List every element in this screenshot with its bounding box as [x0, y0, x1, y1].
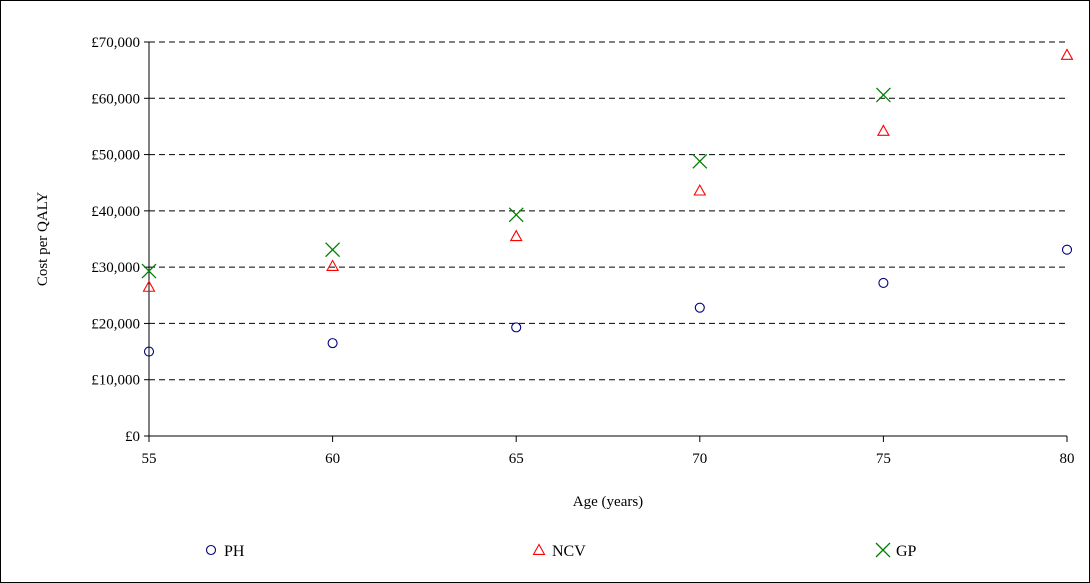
- point-ncv-70: [693, 183, 707, 196]
- legend-label-gp: GP: [896, 543, 917, 560]
- point-ph-55: [143, 346, 155, 357]
- y-tick-label-2: £20,000: [91, 316, 140, 332]
- x-tick-label-4: 75: [876, 451, 891, 467]
- y-tick-label-5: £50,000: [91, 148, 140, 164]
- legend-entry-ncv: NCV: [532, 543, 586, 560]
- legend-entry-gp: GP: [875, 542, 917, 560]
- point-ph-70: [694, 302, 705, 313]
- point-gp-70: [692, 153, 708, 169]
- point-gp-65: [508, 207, 524, 223]
- point-ncv-60: [326, 259, 340, 271]
- point-ncv-65: [509, 229, 523, 242]
- point-ph-60: [327, 338, 338, 349]
- legend-label-ph: PH: [224, 543, 245, 560]
- x-tick-label-2: 65: [509, 451, 524, 467]
- x-tick-label-3: 70: [692, 451, 707, 467]
- x-tick-label-0: 55: [142, 451, 157, 467]
- y-tick-label-4: £40,000: [91, 204, 140, 220]
- legend-marker-ph: [205, 544, 217, 556]
- axes: [144, 41, 1068, 442]
- legend-label-ncv: NCV: [552, 543, 586, 560]
- data-points: [141, 48, 1074, 357]
- point-gp-75: [875, 87, 891, 103]
- y-tick-label-6: £60,000: [91, 91, 140, 107]
- x-tick-label-1: 60: [325, 451, 340, 467]
- y-tick-label-7: £70,000: [91, 35, 140, 51]
- legend-marker-gp: [875, 542, 891, 558]
- y-tick-label-1: £10,000: [91, 373, 140, 389]
- point-ncv-75: [876, 124, 890, 136]
- point-ph-65: [511, 322, 522, 333]
- point-ph-80: [1061, 244, 1073, 255]
- x-tick-label-5: 80: [1060, 451, 1075, 467]
- grid-lines: [149, 41, 1067, 381]
- point-ncv-80: [1060, 48, 1074, 60]
- point-gp-55: [141, 263, 157, 279]
- y-tick-label-0: £0: [125, 429, 140, 445]
- legend: PH NCV GP: [205, 542, 917, 560]
- y-tick-label-3: £30,000: [91, 260, 140, 276]
- y-axis-title: Cost per QALY: [35, 192, 51, 286]
- tick-labels: £0 £10,000 £20,000 £30,000 £40,000 £50,000 £60…: [91, 35, 1074, 467]
- point-ph-75: [878, 277, 889, 288]
- point-gp-60: [325, 242, 341, 258]
- x-axis-title: Age (years): [573, 494, 643, 510]
- legend-marker-ncv: [532, 543, 546, 555]
- legend-entry-ph: PH: [205, 543, 245, 560]
- point-ncv-55: [142, 280, 156, 292]
